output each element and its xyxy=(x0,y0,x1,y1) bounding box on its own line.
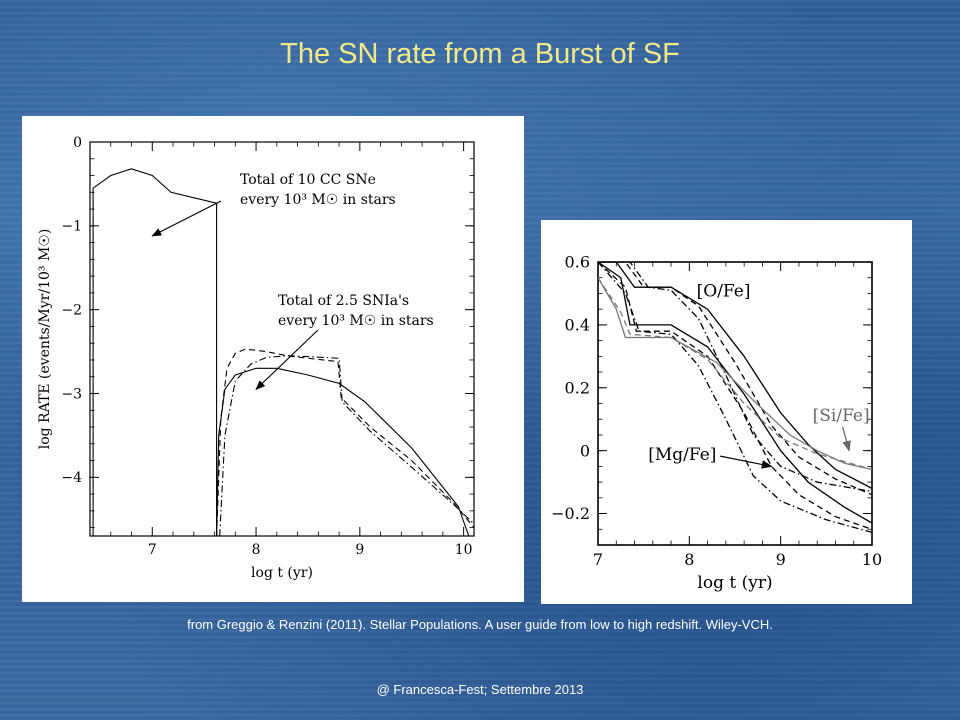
plot-frame xyxy=(89,141,475,537)
sn-rate-chart-panel: 7 8 9 10 0 −1 −2 −3 −4 log t (yr) log RATE (events… xyxy=(22,116,524,602)
y-tick-label: −2 xyxy=(61,303,82,319)
annotation-label: [O/Fe] xyxy=(697,282,751,302)
annotation-label: [Si/Fe] xyxy=(813,406,870,426)
x-axis-label: log t (yr) xyxy=(697,573,772,593)
slide-title: The SN rate from a Burst of SF xyxy=(280,38,680,70)
x-tick-label: 10 xyxy=(455,542,473,558)
footer-text: @ Francesca-Fest; Settembre 2013 xyxy=(376,682,584,697)
series-line-mg-fe-dashed xyxy=(598,262,872,530)
series-line-dashed xyxy=(216,348,474,536)
y-tick-label: −0.2 xyxy=(551,504,590,523)
y-tick-label: −1 xyxy=(61,219,82,235)
abundance-ratio-chart: 7 8 9 10 0.6 0.4 0.2 0 −0.2 log t (yr) [O/Fe] [Si/F… xyxy=(551,253,882,593)
annotation-arrow xyxy=(151,200,222,237)
annotation-text: every 10³ M☉ in stars xyxy=(240,192,396,208)
x-tick-label: 8 xyxy=(252,542,261,558)
y-tick-label: 0.6 xyxy=(565,253,590,272)
series-line-mg-fe-dashdot xyxy=(598,262,872,534)
y-tick-label: 0 xyxy=(73,135,82,151)
series-line-o-fe-dashed xyxy=(598,262,872,496)
series-group xyxy=(598,262,872,534)
y-tick-label: 0 xyxy=(580,441,590,460)
abundance-ratio-chart-panel: 7 8 9 10 0.6 0.4 0.2 0 −0.2 log t (yr) [O/Fe] [Si/F… xyxy=(541,220,912,604)
series-group xyxy=(92,168,474,536)
series-line-o-fe-solid xyxy=(598,262,872,489)
x-axis-label: log t (yr) xyxy=(251,565,313,581)
series-line-mg-fe-solid xyxy=(598,262,872,524)
y-tick-label: 0.2 xyxy=(565,378,590,397)
annotation-text: every 10³ M☉ in stars xyxy=(278,313,434,329)
series-line-si-fe-solid xyxy=(598,277,872,471)
y-tick-label: −4 xyxy=(61,470,82,486)
x-tick-label: 10 xyxy=(862,550,882,569)
y-axis-label: log RATE (events/Myr/10³ M☉) xyxy=(37,229,53,450)
annotation-label: [Mg/Fe] xyxy=(648,445,716,465)
series-line-dashdot xyxy=(219,355,474,536)
series-line-solid xyxy=(92,168,218,536)
x-tick-label: 7 xyxy=(593,550,603,569)
x-tick-label: 7 xyxy=(148,542,157,558)
series-line-si-fe-dashed xyxy=(598,277,872,471)
x-tick-label: 9 xyxy=(776,550,786,569)
annotation-text: Total of 10 CC SNe xyxy=(240,172,376,188)
x-tick-label: 9 xyxy=(355,542,364,558)
annotation-arrow xyxy=(255,329,319,390)
annotation-arrow xyxy=(720,455,773,469)
x-tick-label: 8 xyxy=(684,550,694,569)
citation-text: from Greggio & Renzini (2011). Stellar P… xyxy=(187,617,773,632)
y-tick-label: 0.4 xyxy=(565,315,590,334)
sn-rate-chart: 7 8 9 10 0 −1 −2 −3 −4 log t (yr) log RATE (events… xyxy=(37,135,475,581)
annotation-arrow xyxy=(842,426,851,452)
y-tick-label: −3 xyxy=(61,386,82,402)
annotation-text: Total of 2.5 SNIa's xyxy=(278,293,409,309)
series-line-solid xyxy=(216,367,470,536)
series-line-o-fe-dashdot xyxy=(598,262,872,493)
plot-frame xyxy=(597,261,873,546)
